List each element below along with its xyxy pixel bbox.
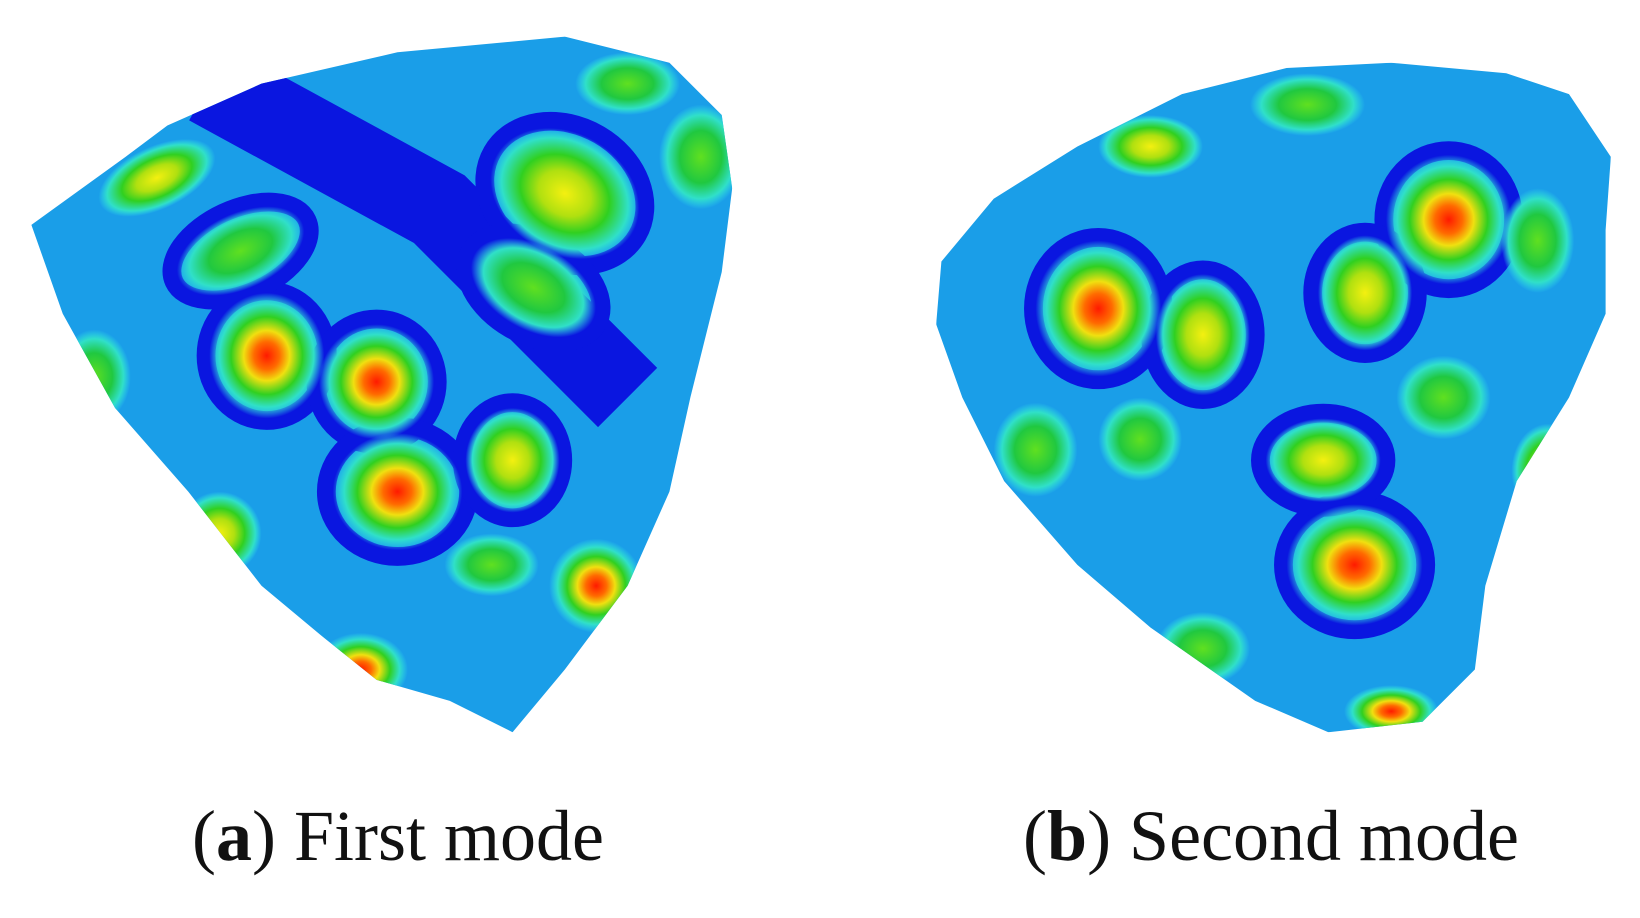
- caption-paren: (: [1023, 796, 1047, 876]
- mode-images: [31, 36, 1611, 733]
- caption: (b) Second mode: [1023, 796, 1519, 876]
- first-mode-image: [31, 36, 733, 733]
- caption-letter: b: [1047, 796, 1087, 876]
- caption: (a) First mode: [192, 796, 604, 876]
- caption-paren: ): [252, 796, 276, 876]
- caption-letter: a: [216, 796, 252, 876]
- caption-paren: ): [1087, 796, 1111, 876]
- second-mode-image: [936, 62, 1611, 733]
- caption-paren: (: [192, 796, 216, 876]
- caption-text: Second mode: [1129, 796, 1519, 876]
- caption-text: First mode: [294, 796, 604, 876]
